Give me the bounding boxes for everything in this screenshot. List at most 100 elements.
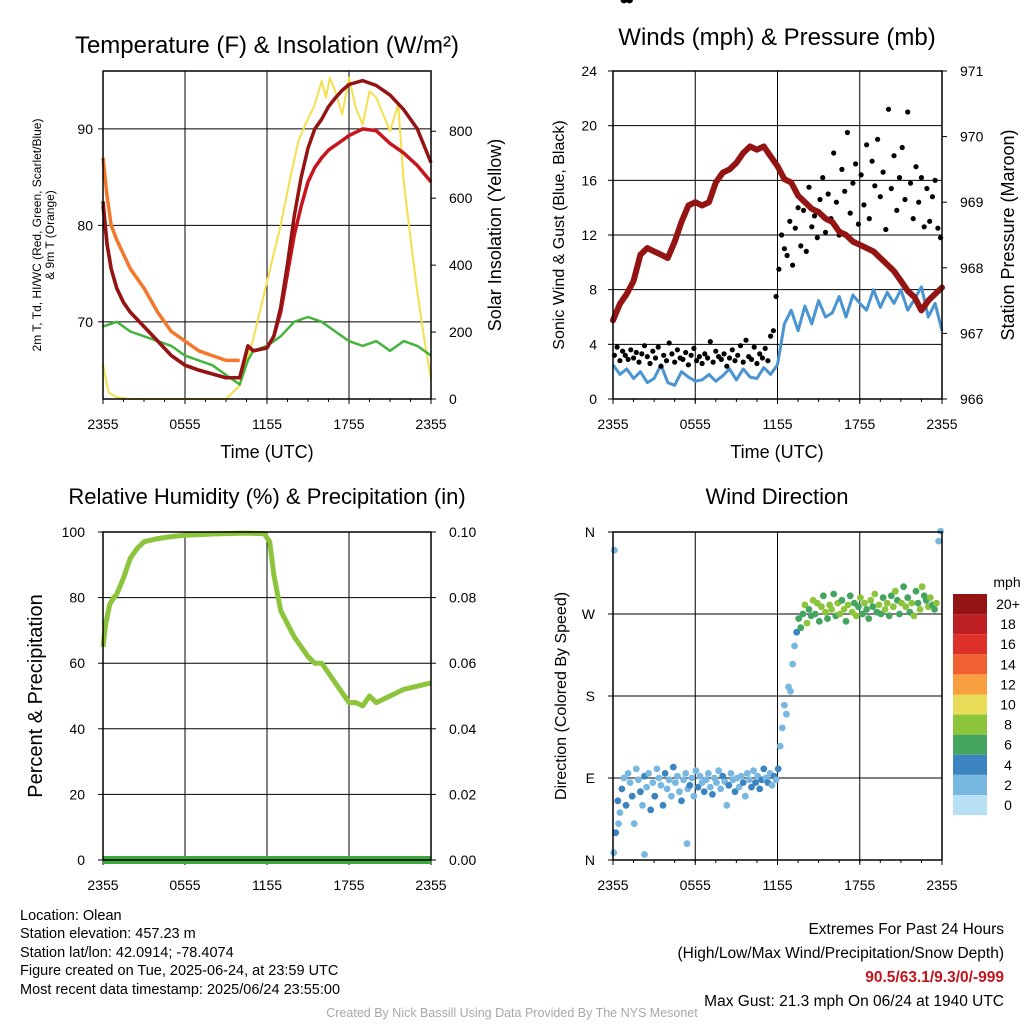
colorbar-swatch — [953, 795, 987, 816]
direction-point — [902, 603, 910, 611]
y-tick-label: 12 — [581, 227, 597, 243]
gust-point — [652, 355, 659, 361]
direction-point — [657, 781, 665, 789]
direction-point — [682, 770, 690, 777]
gust-point — [702, 351, 708, 357]
humidity-series-line — [100, 530, 432, 709]
x-axis-label: Time (UTC) — [220, 442, 313, 462]
x-tick-label: 0555 — [169, 416, 200, 432]
x-tick-label: 2355 — [87, 416, 118, 432]
colorbar-label: 8 — [1004, 717, 1012, 733]
direction-point — [725, 781, 733, 789]
y-tick-label: 90 — [77, 121, 93, 137]
y-tick-label: 80 — [77, 217, 93, 233]
gust-point — [916, 199, 922, 205]
direction-point — [783, 710, 790, 718]
direction-point — [910, 612, 918, 620]
gust-point — [765, 358, 771, 364]
gust-point — [822, 229, 829, 235]
gust-point — [737, 343, 744, 349]
gust-point — [787, 218, 793, 224]
y-tick-label: 20 — [581, 118, 597, 134]
direction-point — [912, 587, 920, 595]
colorbar-label: 16 — [1000, 636, 1016, 652]
y2-tick-label: 968 — [960, 260, 984, 276]
direction-point — [937, 527, 944, 535]
gust-point — [707, 339, 713, 345]
direction-point — [842, 617, 850, 625]
direction-point — [692, 767, 700, 775]
direction-point — [676, 788, 683, 796]
y2-tick-label: 969 — [960, 194, 984, 210]
y2-tick-label: 971 — [960, 63, 984, 79]
direction-point — [612, 829, 620, 837]
gust-point — [633, 349, 639, 356]
gust-point — [790, 262, 796, 268]
gust-point — [820, 175, 826, 181]
temp-series-line — [101, 157, 240, 363]
gust-point — [663, 358, 670, 364]
colorbar-swatch — [953, 614, 987, 635]
direction-point — [645, 770, 652, 777]
direction-point — [875, 601, 883, 609]
gust-point — [735, 352, 741, 358]
direction-point — [889, 603, 897, 611]
direction-point — [908, 599, 916, 607]
gust-point — [661, 352, 667, 358]
direction-point — [717, 785, 724, 793]
direction-point — [653, 765, 661, 773]
y-tick-label: N — [585, 852, 595, 868]
y2-tick-label: 970 — [960, 129, 984, 145]
gust-point — [754, 360, 760, 367]
gust-point — [705, 355, 711, 361]
gust-point — [803, 248, 809, 254]
y-tick-label: 0 — [77, 852, 85, 868]
direction-point — [615, 820, 622, 827]
gust-point — [669, 351, 675, 357]
gust-point — [666, 340, 672, 346]
direction-point — [820, 592, 827, 600]
colorbar-label: 20+ — [996, 596, 1020, 612]
direction-point — [787, 688, 794, 695]
y2-tick-label: 966 — [960, 391, 984, 407]
gust-point — [768, 333, 774, 339]
chart-title: Relative Humidity (%) & Precipitation (i… — [68, 484, 465, 509]
x-tick-label: 1155 — [762, 877, 792, 893]
y-tick-label: 4 — [589, 336, 597, 352]
gust-point — [757, 351, 763, 357]
direction-point — [900, 583, 907, 591]
y-axis-label-line: 2m T, Td, HI/WC (Red, Green, Scarlet/Blu… — [30, 119, 44, 352]
gust-point — [809, 224, 815, 230]
direction-point — [815, 617, 823, 625]
y-axis-label: Direction (Colored By Speed) — [553, 592, 570, 800]
extremes-title: Extremes For Past 24 Hours — [808, 921, 1004, 938]
gust-point — [779, 232, 785, 238]
y-tick-label: 0 — [589, 391, 597, 407]
gust-point — [907, 180, 914, 186]
direction-point — [822, 608, 829, 616]
direction-point — [838, 596, 846, 604]
gust-point — [751, 344, 757, 350]
y-axis-label-line: & 9m T (Orange) — [43, 190, 57, 280]
direction-point — [628, 792, 636, 800]
gust-point — [902, 196, 908, 203]
gust-point — [655, 344, 661, 350]
direction-point — [659, 801, 667, 809]
gust-point — [650, 348, 656, 354]
direction-point — [655, 774, 663, 782]
x-tick-label: 1155 — [252, 877, 282, 893]
direction-point — [818, 603, 825, 611]
direction-point — [830, 590, 838, 598]
direction-point — [881, 606, 889, 613]
direction-point — [760, 765, 768, 773]
x-tick-label: 2355 — [926, 877, 957, 893]
direction-point — [926, 594, 934, 601]
gust-point — [806, 184, 812, 190]
gust-point — [696, 354, 703, 360]
direction-point — [931, 606, 938, 613]
direction-point — [824, 615, 831, 622]
gust-point — [795, 205, 801, 211]
direction-point — [896, 610, 903, 618]
plot-border — [102, 70, 432, 400]
direction-point — [649, 779, 657, 786]
